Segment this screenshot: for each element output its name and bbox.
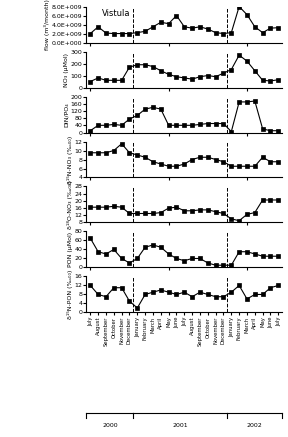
Text: 2002: 2002 [247, 423, 263, 428]
Y-axis label: δ¹⁵N-NO₃ (‰₀₀): δ¹⁵N-NO₃ (‰₀₀) [67, 135, 73, 184]
Text: 2001: 2001 [173, 423, 188, 428]
Y-axis label: flow (m³/month): flow (m³/month) [44, 0, 50, 50]
Y-axis label: δ¹⁸O-NO₃ (‰₀₀): δ¹⁸O-NO₃ (‰₀₀) [67, 180, 73, 229]
Y-axis label: δ¹⁵N-PON (‰₀₀): δ¹⁵N-PON (‰₀₀) [67, 270, 73, 319]
Text: 2000: 2000 [102, 423, 118, 428]
Y-axis label: PON (μMol): PON (μMol) [68, 232, 73, 267]
Text: Vistula: Vistula [102, 10, 130, 18]
Y-axis label: DIN/PO₄: DIN/PO₄ [64, 102, 69, 127]
Y-axis label: NO₃ (μMol): NO₃ (μMol) [64, 52, 69, 87]
